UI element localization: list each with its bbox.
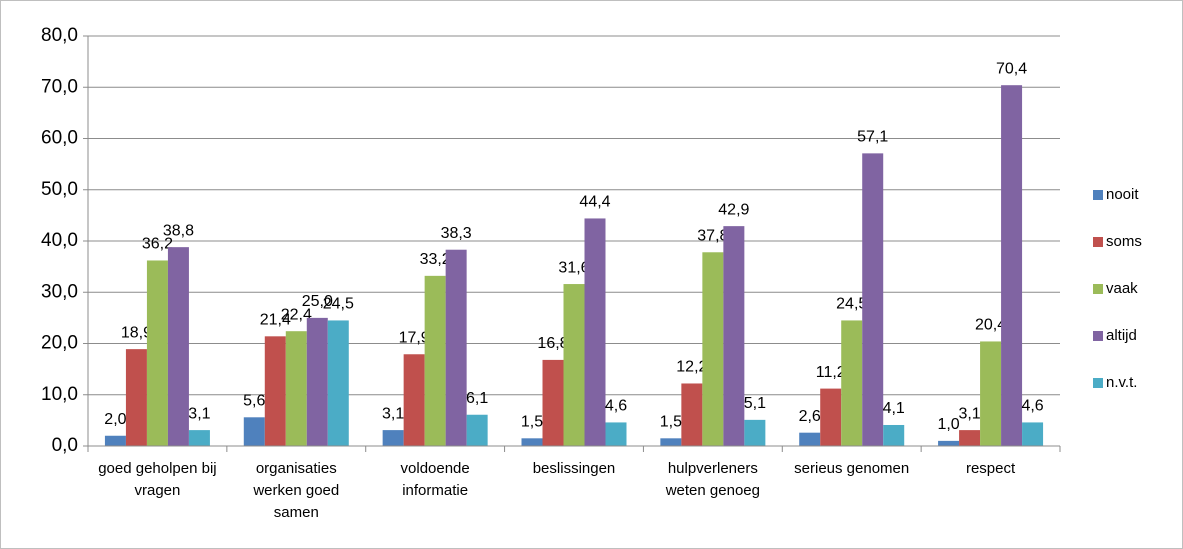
bar bbox=[938, 440, 960, 446]
x-tick-label: serieus genomen bbox=[794, 460, 910, 477]
legend-swatch bbox=[1093, 331, 1103, 341]
bar bbox=[146, 260, 168, 446]
data-label: 18,9 bbox=[121, 324, 152, 341]
bar bbox=[959, 430, 981, 446]
bar bbox=[702, 252, 724, 446]
x-tick-label: voldoende informatie bbox=[400, 460, 470, 499]
legend-swatch bbox=[1093, 190, 1103, 200]
bar bbox=[327, 320, 349, 446]
data-label: 25,0 bbox=[302, 293, 333, 310]
data-label: 20,4 bbox=[975, 317, 1006, 334]
data-label: 38,3 bbox=[441, 225, 472, 242]
bar bbox=[681, 383, 703, 446]
bar bbox=[542, 359, 564, 446]
data-label: 1,5 bbox=[660, 414, 682, 431]
data-label: 2,0 bbox=[104, 411, 126, 428]
bar bbox=[188, 430, 210, 446]
data-label: 3,1 bbox=[188, 405, 210, 422]
legend-swatch bbox=[1093, 378, 1103, 388]
legend-label: altijd bbox=[1106, 327, 1137, 344]
data-label: 1,0 bbox=[937, 416, 959, 433]
bar bbox=[980, 341, 1002, 446]
bar bbox=[605, 422, 627, 446]
data-label: 44,4 bbox=[579, 194, 610, 211]
data-label: 38,8 bbox=[163, 222, 194, 239]
y-tick-label: 60,0 bbox=[41, 128, 78, 149]
y-tick-label: 10,0 bbox=[41, 384, 78, 405]
bar bbox=[167, 247, 189, 446]
bar bbox=[424, 275, 446, 446]
data-label: 57,1 bbox=[857, 129, 888, 146]
data-label: 33,2 bbox=[420, 251, 451, 268]
y-tick-label: 40,0 bbox=[41, 230, 78, 251]
bar bbox=[264, 336, 286, 446]
y-tick-label: 30,0 bbox=[41, 281, 78, 302]
data-label: 17,9 bbox=[399, 329, 430, 346]
bar bbox=[466, 414, 488, 446]
x-tick-label: organisaties werken goed samen bbox=[253, 460, 340, 521]
bar bbox=[306, 317, 328, 446]
data-label: 12,2 bbox=[676, 359, 707, 376]
bar bbox=[1001, 85, 1023, 446]
bar bbox=[799, 432, 821, 446]
y-tick-label: 20,0 bbox=[41, 333, 78, 354]
legend-label: soms bbox=[1106, 233, 1142, 250]
data-label: 37,8 bbox=[697, 227, 728, 244]
data-label: 24,5 bbox=[836, 296, 867, 313]
x-tick-label: respect bbox=[965, 460, 1016, 477]
legend-swatch bbox=[1093, 237, 1103, 247]
legend-label: n.v.t. bbox=[1106, 374, 1137, 391]
bar bbox=[563, 284, 585, 446]
data-label: 11,2 bbox=[816, 364, 846, 381]
bar bbox=[104, 435, 126, 446]
data-label: 3,1 bbox=[958, 405, 980, 422]
data-label: 36,2 bbox=[142, 236, 173, 253]
legend-label: vaak bbox=[1106, 280, 1138, 297]
data-label: 4,6 bbox=[605, 398, 627, 415]
bar bbox=[125, 349, 147, 446]
legend-swatch bbox=[1093, 284, 1103, 294]
data-label: 2,6 bbox=[799, 408, 821, 425]
bar bbox=[820, 388, 842, 446]
y-tick-label: 80,0 bbox=[41, 25, 78, 46]
legend-label: nooit bbox=[1106, 186, 1139, 203]
x-tick-label: goed geholpen bij vragen bbox=[98, 460, 217, 499]
bar bbox=[723, 226, 745, 446]
data-label: 4,1 bbox=[883, 400, 905, 417]
bar bbox=[883, 424, 905, 446]
data-label: 1,5 bbox=[521, 414, 543, 431]
data-label: 5,1 bbox=[744, 395, 766, 412]
data-label: 5,6 bbox=[243, 393, 265, 410]
bar bbox=[1022, 422, 1044, 446]
bar bbox=[584, 218, 606, 446]
x-tick-label: hulpverleners weten genoeg bbox=[665, 460, 760, 499]
bar bbox=[744, 419, 766, 446]
y-tick-label: 0,0 bbox=[52, 435, 78, 456]
bar bbox=[841, 320, 863, 446]
data-label: 42,9 bbox=[718, 201, 749, 218]
data-label: 3,1 bbox=[382, 405, 404, 422]
bar bbox=[403, 354, 425, 446]
y-tick-label: 50,0 bbox=[41, 179, 78, 200]
bar bbox=[285, 331, 307, 446]
data-label: 16,8 bbox=[537, 335, 568, 352]
data-label: 21,4 bbox=[260, 312, 291, 329]
bar bbox=[862, 153, 884, 447]
data-label: 4,6 bbox=[1021, 398, 1043, 415]
bar bbox=[521, 438, 543, 446]
data-label: 22,4 bbox=[281, 306, 312, 323]
data-label: 6,1 bbox=[466, 390, 488, 407]
bar bbox=[445, 249, 467, 446]
bar bbox=[243, 417, 265, 446]
x-tick-label: beslissingen bbox=[532, 460, 616, 477]
bar bbox=[382, 430, 404, 446]
y-tick-label: 70,0 bbox=[41, 76, 78, 97]
data-label: 31,6 bbox=[558, 259, 589, 276]
data-label: 24,5 bbox=[323, 296, 354, 313]
data-label: 70,4 bbox=[996, 60, 1027, 77]
bar bbox=[660, 438, 682, 446]
